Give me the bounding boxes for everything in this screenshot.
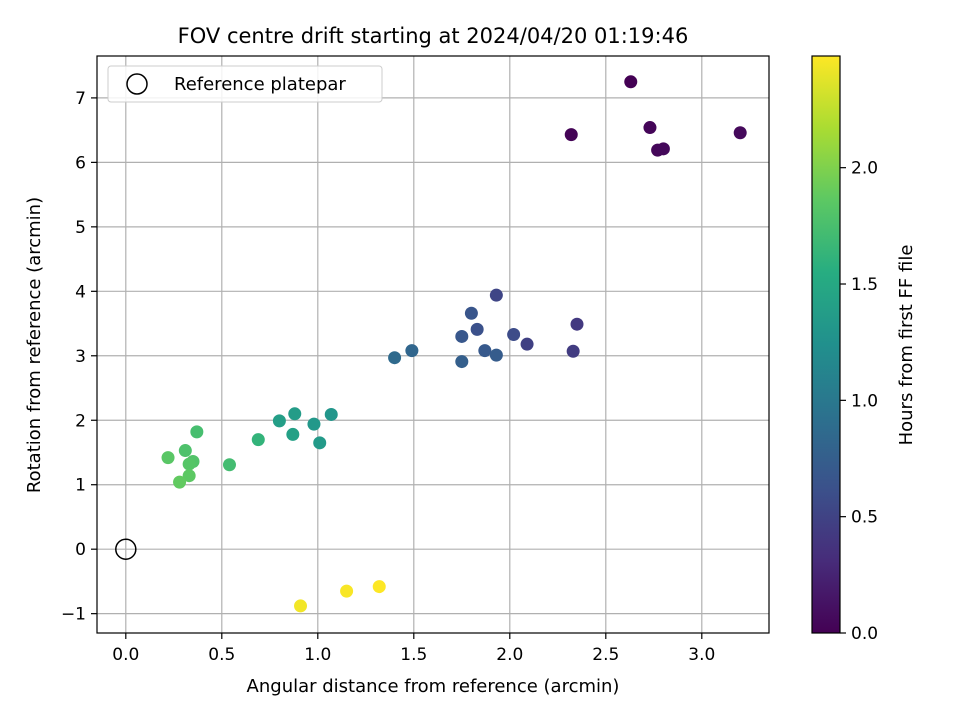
colorbar-tick-label: 0.5 — [851, 508, 878, 528]
scatter-point — [190, 425, 204, 439]
scatter-point — [455, 355, 469, 369]
legend: Reference platepar — [107, 65, 383, 103]
reference-platepar-marker — [115, 538, 137, 560]
scatter-point — [624, 75, 638, 89]
x-tick-label: 1.0 — [304, 645, 331, 665]
grid-lines — [97, 56, 769, 633]
scatter-point — [520, 337, 534, 351]
scatter-point — [489, 288, 503, 302]
scatter-point — [388, 351, 402, 365]
scatter-point — [564, 128, 578, 142]
y-tick-label: 4 — [75, 282, 86, 302]
legend-box — [107, 65, 383, 103]
scatter-point — [313, 436, 327, 450]
x-tick-label: 2.0 — [496, 645, 523, 665]
x-tick-label: 3.0 — [688, 645, 715, 665]
y-tick-label: 6 — [75, 153, 86, 173]
x-tick-label: 2.5 — [592, 645, 619, 665]
scatter-point — [173, 475, 187, 489]
x-axis-ticks: 0.0 0.5 1.0 1.5 2.0 2.5 3.0 — [112, 633, 715, 665]
scatter-point — [161, 451, 175, 465]
scatter-points — [161, 75, 747, 613]
scatter-point — [405, 344, 419, 358]
scatter-point — [643, 121, 657, 135]
plot-frame — [96, 55, 770, 634]
scatter-point — [272, 414, 286, 428]
scatter-point — [307, 417, 321, 431]
scatter-point — [570, 317, 584, 331]
scatter-point — [455, 329, 469, 343]
scatter-point — [182, 457, 196, 471]
x-tick-label: 1.5 — [400, 645, 427, 665]
scatter-point — [182, 469, 196, 483]
y-tick-label: 3 — [75, 347, 86, 367]
scatter-point — [489, 348, 503, 362]
legend-label: Reference platepar — [174, 74, 346, 95]
x-tick-label: 0.0 — [112, 645, 139, 665]
y-tick-label: 2 — [75, 411, 86, 431]
scatter-point — [178, 444, 192, 458]
colorbar-tick-label: 1.0 — [851, 391, 878, 411]
scatter-point — [507, 328, 521, 342]
scatter-point — [464, 306, 478, 320]
colorbar-label: Hours from first FF file — [896, 245, 917, 446]
y-tick-label: 0 — [75, 540, 86, 560]
reference-marker-layer — [115, 538, 137, 560]
scatter-point — [288, 407, 302, 421]
scatter-point — [566, 344, 580, 358]
scatter-point — [324, 407, 338, 421]
chart-title: FOV centre drift starting at 2024/04/20 … — [178, 24, 689, 48]
scatter-point — [656, 142, 670, 156]
colorbar-frame — [811, 55, 841, 634]
y-tick-label: 1 — [75, 476, 86, 496]
y-tick-label: −1 — [61, 605, 86, 625]
scatter-point — [340, 584, 354, 598]
colorbar: 0.0 0.5 1.0 1.5 2.0 Hours from first FF file — [811, 55, 917, 644]
y-axis-ticks: −1 0 1 2 3 4 5 6 7 — [61, 89, 97, 625]
scatter-point — [251, 433, 265, 447]
scatter-point — [733, 126, 747, 140]
scatter-point — [294, 599, 308, 613]
colorbar-tick-label: 1.5 — [851, 275, 878, 295]
scatter-point — [372, 580, 386, 594]
scatter-point — [478, 344, 492, 358]
x-tick-label: 0.5 — [208, 645, 235, 665]
colorbar-ticks: 0.0 0.5 1.0 1.5 2.0 — [840, 159, 878, 644]
legend-marker-open-circle — [126, 73, 148, 95]
x-axis-label: Angular distance from reference (arcmin) — [247, 676, 620, 697]
y-tick-label: 7 — [75, 89, 86, 109]
scatter-point — [222, 458, 236, 472]
scatter-point — [470, 322, 484, 336]
colorbar-gradient — [812, 56, 840, 633]
colorbar-tick-label: 0.0 — [851, 624, 878, 644]
y-axis-label: Rotation from reference (arcmin) — [24, 197, 45, 493]
colorbar-tick-label: 2.0 — [851, 159, 878, 179]
scatter-point — [286, 427, 300, 441]
y-tick-label: 5 — [75, 218, 86, 238]
